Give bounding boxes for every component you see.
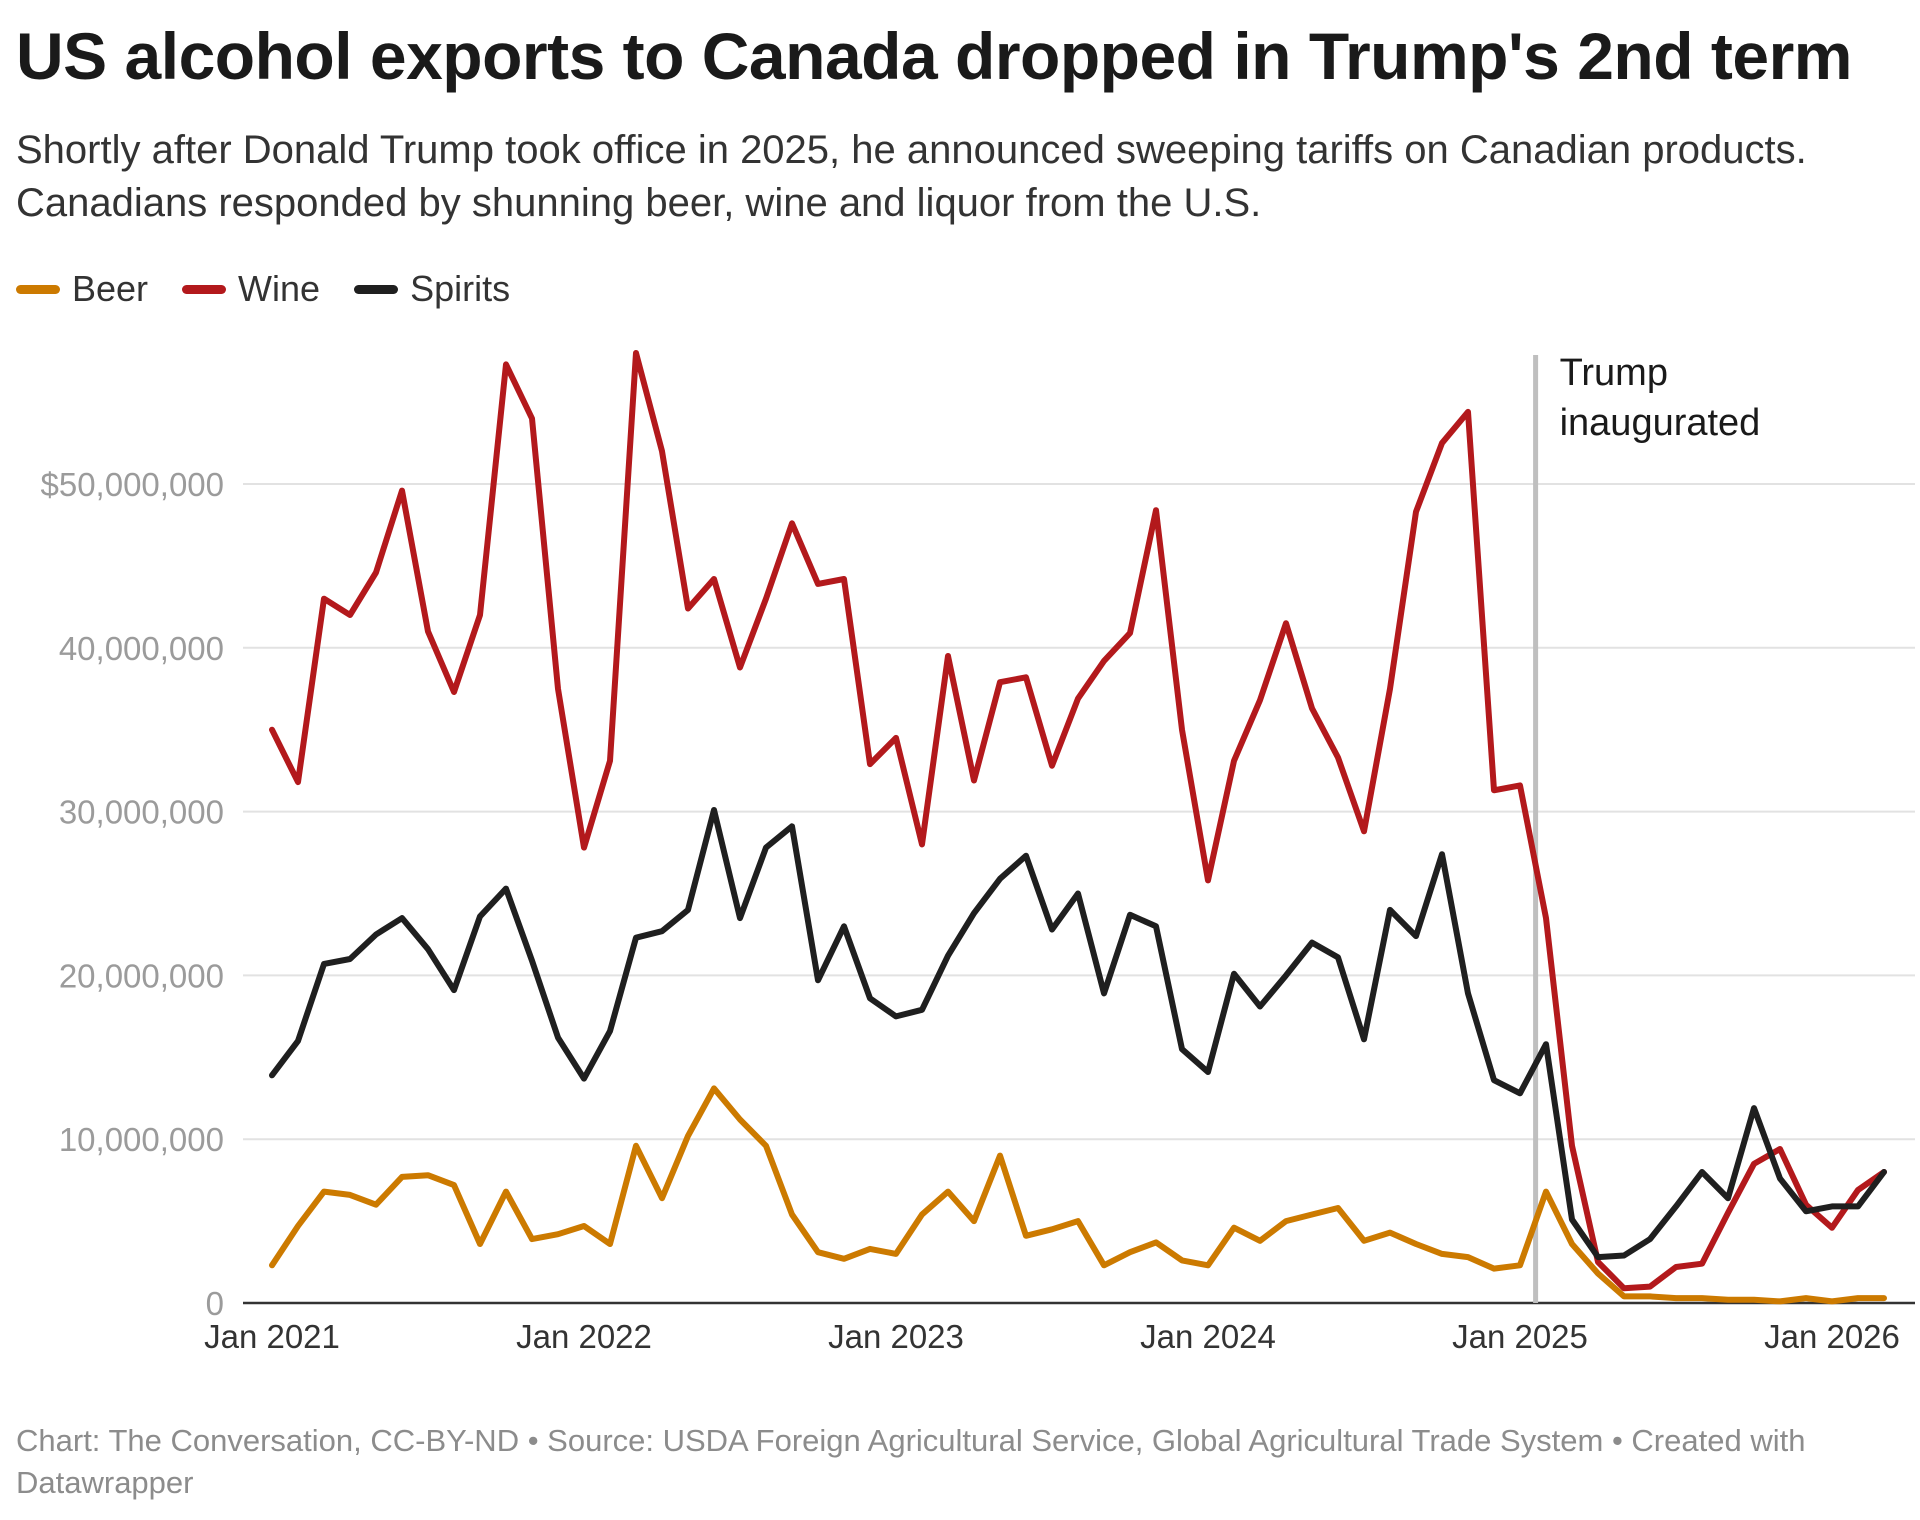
annotation-text: inaugurated: [1560, 402, 1761, 444]
y-tick-label: 40,000,000: [59, 630, 224, 667]
series-line-wine: [269, 350, 1887, 1292]
legend-item-spirits: Spirits: [354, 268, 510, 310]
legend-label-beer: Beer: [72, 268, 149, 309]
annotation: Trump inaugurated: [1533, 352, 1761, 1303]
legend: Beer Wine Spirits: [16, 268, 544, 310]
x-tick-label: Jan 2022: [516, 1318, 652, 1355]
legend-swatch-spirits: [354, 284, 399, 294]
annotation-text: Trump: [1560, 352, 1668, 394]
chart-footer: Chart: The Conversation, CC-BY-ND • Sour…: [16, 1423, 1806, 1500]
x-axis-ticks: Jan 2021 Jan 2022 Jan 2023 Jan 2024 Jan 2025…: [204, 1318, 1900, 1355]
series-lines: [269, 350, 1887, 1305]
legend-swatch-wine: [182, 284, 227, 294]
chart-title: US alcohol exports to Canada dropped in …: [16, 19, 1852, 93]
series-line-spirits: [269, 807, 1887, 1261]
y-tick-label: 30,000,000: [59, 794, 224, 831]
chart-subtitle: Shortly after Donald Trump took office i…: [16, 128, 1807, 225]
x-tick-label: Jan 2021: [204, 1318, 340, 1355]
y-axis-ticks: 0 10,000,000 20,000,000 30,000,000 40,000,00…: [40, 466, 224, 1322]
y-tick-label: 20,000,000: [59, 957, 224, 994]
x-tick-label: Jan 2025: [1452, 1318, 1588, 1355]
legend-label-spirits: Spirits: [410, 268, 511, 309]
legend-label-wine: Wine: [238, 268, 321, 309]
y-tick-label: 0: [206, 1285, 224, 1322]
y-tick-label: 10,000,000: [59, 1121, 224, 1158]
gridlines: [243, 483, 1915, 1305]
y-tick-label: $50,000,000: [40, 466, 224, 503]
x-tick-label: Jan 2023: [828, 1318, 964, 1355]
legend-swatch-beer: [16, 284, 60, 294]
legend-item-wine: Wine: [182, 268, 320, 310]
line-chart: 0 10,000,000 20,000,000 30,000,000 40,000,00…: [40, 350, 1915, 1355]
legend-item-beer: Beer: [16, 268, 148, 310]
series-line-beer: [269, 1085, 1887, 1305]
x-tick-label: Jan 2026: [1764, 1318, 1900, 1355]
x-tick-label: Jan 2024: [1140, 1318, 1276, 1355]
